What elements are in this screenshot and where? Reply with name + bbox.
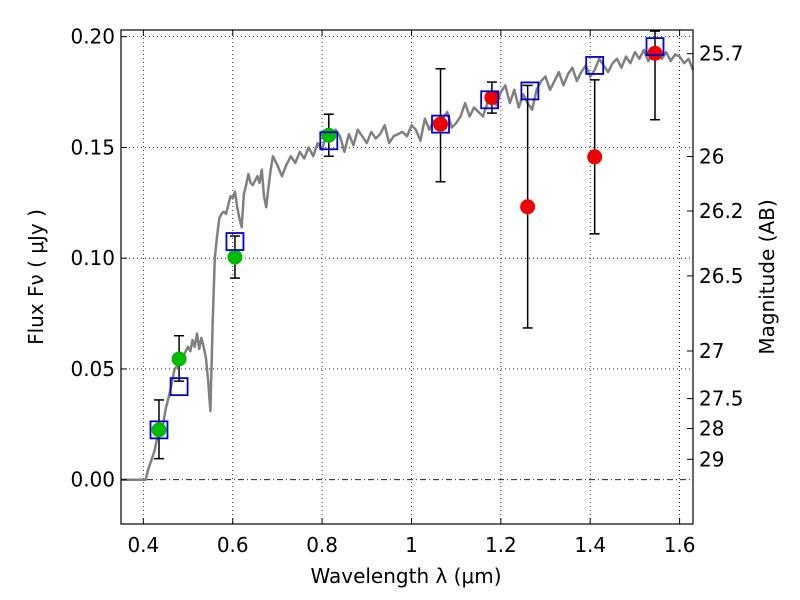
grid-lines — [121, 30, 693, 524]
errorbar-layer — [153, 30, 661, 460]
magnitude-tick-label: 25.7 — [699, 42, 744, 66]
magnitude-tick-label: 26.5 — [699, 264, 744, 288]
ir-data-point — [647, 45, 663, 61]
data-points-layer — [149, 37, 665, 440]
magnitude-tick-label: 26 — [699, 144, 724, 168]
y-axis-label: Flux Fν ( μJy ) — [24, 209, 48, 345]
y-tick-label: 0.05 — [70, 357, 115, 381]
model-band-box — [645, 37, 665, 57]
model-band-box — [585, 56, 605, 75]
magnitude-tick-label: 29 — [699, 447, 724, 471]
x-tick-label: 1 — [405, 533, 418, 557]
x-tick-label: 1.6 — [664, 533, 696, 557]
x-tick-label: 1.4 — [574, 533, 606, 557]
x-tick-label: 0.8 — [306, 533, 338, 557]
y-tick-label: 0.15 — [70, 135, 115, 159]
model-band-box — [480, 90, 500, 110]
axes-layer: 0.4 0.6 0.8 1 1.2 1.4 1.6 0.00 0.05 0.10 0.15 0.20 2… — [70, 25, 743, 557]
ir-data-point — [520, 199, 536, 215]
model-band-box — [169, 377, 189, 397]
x-tick-label: 0.4 — [127, 533, 159, 557]
optical-data-point — [321, 127, 337, 143]
model-band-box — [319, 131, 339, 151]
ir-data-point — [587, 149, 603, 165]
x-tick-label: 0.6 — [217, 533, 249, 557]
optical-data-point — [227, 249, 243, 265]
model-spectrum-line — [121, 46, 695, 481]
magnitude-axis-label: Magnitude (AB) — [755, 199, 779, 354]
magnitude-tick-label: 26.2 — [699, 199, 744, 223]
axis-labels-layer: Wavelength λ (μm) Flux Fν ( μJy ) Magnit… — [24, 199, 779, 588]
model-band-box — [520, 81, 540, 101]
x-tick-label: 1.2 — [485, 533, 517, 557]
x-axis-label: Wavelength λ (μm) — [310, 564, 501, 588]
y-tick-label: 0.00 — [70, 468, 115, 492]
model-band-box — [225, 232, 245, 251]
optical-data-point — [171, 351, 187, 367]
optical-data-point — [151, 422, 167, 438]
magnitude-tick-label: 27 — [699, 339, 724, 363]
y-tick-label: 0.10 — [70, 246, 115, 270]
magnitude-tick-label: 27.5 — [699, 387, 744, 411]
model-band-box — [149, 420, 169, 440]
ir-data-point — [484, 90, 500, 106]
spectrum-layer — [121, 46, 695, 481]
ir-data-point — [433, 116, 449, 132]
magnitude-tick-label: 28 — [699, 417, 724, 441]
model-band-box — [431, 114, 450, 134]
plot-frame — [120, 29, 694, 525]
y-tick-label: 0.20 — [70, 25, 115, 49]
